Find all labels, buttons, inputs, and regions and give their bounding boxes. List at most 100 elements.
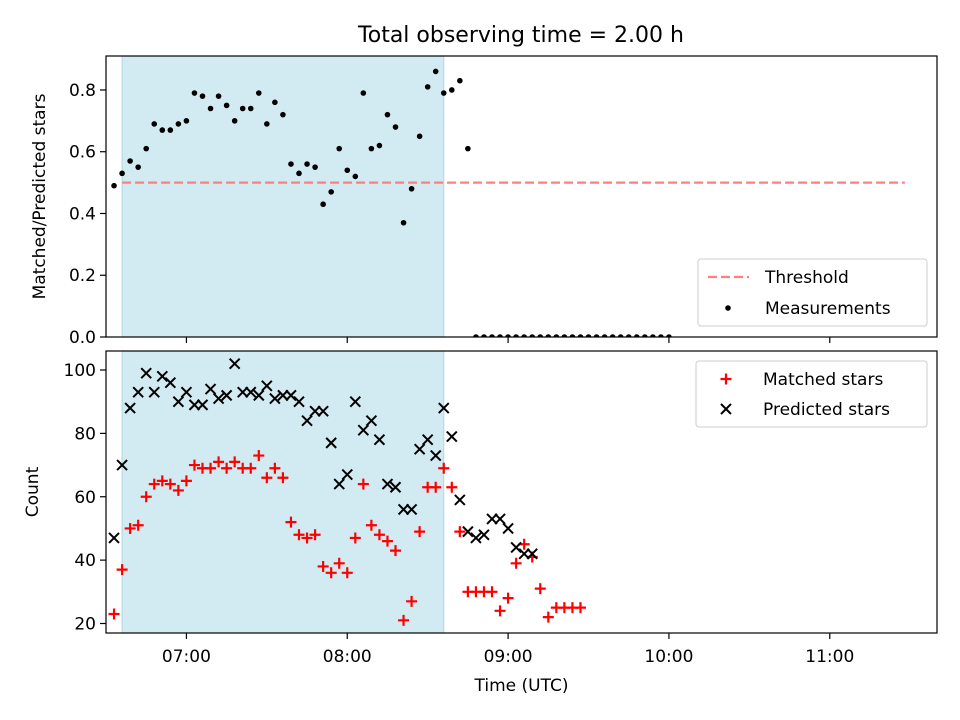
matched-star-point [132, 519, 144, 531]
measurement-point [400, 219, 407, 226]
matched-star-point [124, 522, 136, 534]
measurement-point [384, 111, 391, 118]
predicted-star-point [478, 529, 490, 541]
measurement-point [529, 334, 536, 337]
matched-star-point [534, 583, 546, 595]
legend-matched-swatch [720, 373, 732, 385]
measurement-point [585, 334, 592, 337]
legend-box [697, 258, 928, 327]
measurement-point [666, 334, 672, 337]
matched-star-point [574, 602, 586, 614]
axes-frame [105, 55, 938, 338]
figure-title: Total observing time = 2.00 h [357, 23, 684, 48]
measurement-point [272, 99, 278, 106]
predicted-star-point [421, 434, 434, 446]
measurement-point [505, 334, 511, 337]
x-tick-label: 10:00 [644, 647, 693, 667]
measurement-point [296, 170, 302, 177]
y-tick-label: 0.2 [69, 266, 96, 286]
measurement-point [231, 118, 238, 124]
predicted-star-point [349, 395, 362, 408]
measurement-point [392, 124, 399, 130]
legend-box [695, 360, 928, 428]
measurement-point [207, 105, 214, 112]
legend: Threshold Measurements [697, 258, 928, 327]
predicted-star-point [245, 386, 257, 398]
matched-star-point [398, 614, 410, 626]
legend-predicted-label: Predicted stars [763, 400, 890, 420]
matched-star-point [349, 532, 361, 544]
measurement-point [304, 161, 310, 167]
y-tick-label: 100 [64, 361, 96, 381]
measurement-point [255, 90, 262, 96]
x-tick-label: 11:00 [805, 647, 854, 667]
predicted-star-point [180, 386, 193, 398]
legend-matched-label: Matched stars [763, 370, 883, 390]
y-tick-label: 0.8 [69, 81, 96, 101]
y-tick-label: 0.4 [69, 204, 96, 224]
matched-star-point [269, 462, 281, 474]
measurement-point [513, 334, 519, 337]
x-tick-label: 09:00 [484, 647, 533, 667]
y-tick-label: 60 [74, 488, 96, 508]
matched-star-point [293, 529, 305, 541]
matched-star-point [164, 478, 176, 490]
matched-star-point [494, 605, 506, 617]
measurement-point [545, 334, 552, 337]
measurement-point [360, 90, 367, 96]
legend: Matched stars Predicted stars [695, 360, 928, 428]
measurement-point [247, 105, 254, 112]
matched-star-point [148, 478, 160, 490]
matched-star-point [221, 462, 233, 474]
data-layer [111, 68, 905, 337]
predicted-star-point [373, 434, 386, 446]
measurement-point [432, 68, 439, 75]
predicted-star-point [413, 443, 426, 455]
measurement-point [650, 334, 656, 337]
predicted-star-point [430, 449, 442, 462]
matched-star-point [285, 516, 297, 528]
measurement-point [473, 334, 479, 337]
y-tick-label: 80 [74, 424, 96, 444]
measurement-point [368, 145, 375, 152]
measurement-point [424, 84, 431, 90]
legend-measurements-swatch [725, 305, 731, 311]
predicted-star-point [196, 399, 209, 411]
predicted-star-point [148, 386, 160, 398]
measurement-point [199, 93, 206, 99]
predicted-star-point [140, 367, 152, 379]
matched-star-point [317, 560, 329, 572]
matched-star-point [454, 526, 466, 538]
matched-star-point [301, 532, 313, 544]
measurement-point [320, 201, 326, 208]
measurement-point [440, 90, 447, 96]
measurement-point [328, 189, 334, 195]
measurement-point [633, 334, 640, 337]
matched-star-point [414, 526, 426, 538]
y-axis-label: Matched/Predicted stars [30, 93, 50, 299]
predicted-star-point [438, 402, 450, 414]
measurement-point [183, 118, 190, 124]
predicted-star-point [365, 415, 378, 427]
measurement-point [553, 334, 560, 337]
measurement-point [344, 167, 351, 174]
measurement-point [601, 334, 608, 337]
predicted-star-point [357, 424, 370, 436]
x-tick-label: 07:00 [162, 647, 211, 667]
measurement-point [642, 334, 648, 337]
measurement-point [625, 334, 632, 337]
matched-star-point [253, 450, 265, 462]
measurement-point [376, 142, 383, 149]
measurement-point [143, 145, 150, 152]
data-layer [108, 357, 586, 626]
predicted-star-point [261, 380, 273, 392]
predicted-star-point [454, 494, 466, 506]
legend-threshold-label: Threshold [764, 268, 849, 288]
predicted-star-point [204, 383, 217, 395]
measurement-point [288, 161, 294, 167]
shaded-region [121, 350, 445, 634]
axes-frame [105, 350, 938, 634]
predicted-star-point [253, 389, 265, 402]
predicted-star-point [381, 478, 394, 490]
matched-star-point [357, 478, 369, 490]
